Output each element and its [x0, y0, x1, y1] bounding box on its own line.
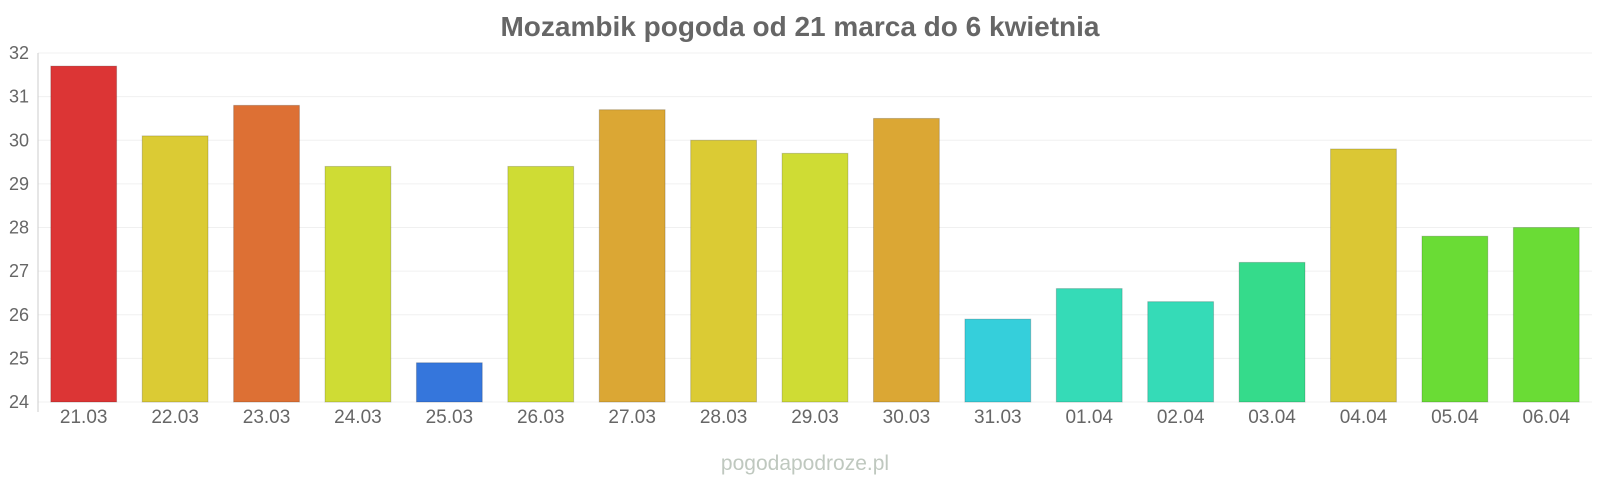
y-axis-ticks: 24 25 26 27 28 29 30 31 32: [9, 43, 29, 412]
y-tick-label: 24: [9, 392, 29, 412]
x-tick-label: 26.03: [517, 407, 565, 428]
x-tick-label: 25.03: [426, 407, 474, 428]
y-tick-label: 28: [9, 218, 29, 238]
y-tick-label: 27: [9, 261, 29, 281]
bar-31.03: [964, 318, 1032, 403]
x-tick-label: 31.03: [974, 407, 1022, 428]
bar-21.03: [50, 65, 118, 403]
bar-01.04: [1055, 288, 1123, 403]
bar-06.04: [1512, 227, 1580, 403]
bar-23.03: [233, 104, 300, 403]
x-tick-label: 22.03: [151, 407, 199, 428]
bar-22.03: [141, 135, 209, 403]
x-tick-label: 23.03: [243, 407, 291, 428]
x-tick-label: 05.04: [1431, 407, 1479, 428]
watermark: pogodapodroze.pl: [721, 452, 889, 475]
bar-29.03: [781, 152, 849, 403]
x-tick-label: 03.04: [1248, 407, 1296, 428]
y-tick-label: 26: [9, 305, 29, 325]
x-tick-label: 04.04: [1340, 407, 1388, 428]
bar-30.03: [873, 117, 940, 403]
chart-title: Mozambik pogoda od 21 marca do 6 kwietni…: [500, 11, 1099, 42]
y-tick-label: 31: [9, 87, 29, 107]
bar-24.03: [324, 165, 392, 403]
bar-05.04: [1421, 235, 1489, 403]
x-tick-label: 29.03: [791, 407, 839, 428]
x-tick-label: 21.03: [60, 407, 108, 428]
x-tick-label: 02.04: [1157, 407, 1205, 428]
bar-02.04: [1147, 301, 1215, 403]
bar-04.04: [1330, 148, 1397, 403]
bar-03.04: [1238, 261, 1306, 403]
x-tick-label: 01.04: [1065, 407, 1113, 428]
x-tick-label: 30.03: [883, 407, 931, 428]
bar-28.03: [690, 139, 757, 403]
x-tick-label: 24.03: [334, 407, 382, 428]
bar-26.03: [507, 165, 575, 403]
y-tick-label: 29: [9, 174, 29, 194]
x-axis-ticks: 21.03 22.03 23.03 24.03 25.03 26.03 27.03 28.03…: [60, 407, 1571, 428]
x-tick-label: 27.03: [608, 407, 656, 428]
bar-27.03: [598, 109, 666, 403]
bar-25.03: [415, 362, 483, 403]
y-tick-label: 25: [9, 348, 29, 368]
y-tick-label: 30: [9, 130, 29, 150]
bars: [50, 65, 1580, 403]
x-tick-label: 06.04: [1523, 407, 1571, 428]
x-tick-label: 28.03: [700, 407, 748, 428]
y-tick-label: 32: [9, 43, 29, 63]
